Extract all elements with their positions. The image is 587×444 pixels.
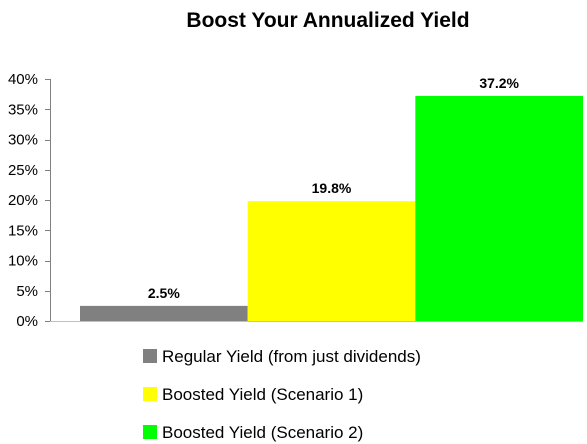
legend-swatch — [143, 349, 157, 363]
chart-title: Boost Your Annualized Yield — [186, 9, 469, 32]
y-tick-label: 15% — [8, 222, 38, 239]
y-tick-label: 0% — [16, 313, 38, 330]
legend-swatch — [143, 425, 157, 439]
y-tick-label: 40% — [8, 71, 38, 88]
bar — [415, 95, 583, 321]
data-labels: 2.5% 19.8% 37.2% — [148, 75, 520, 301]
data-label: 2.5% — [148, 285, 180, 301]
y-tick-label: 35% — [8, 101, 38, 118]
legend-label: Boosted Yield (Scenario 1) — [162, 385, 363, 404]
legend-label: Regular Yield (from just dividends) — [162, 347, 421, 366]
bar — [247, 201, 416, 321]
y-tick-label: 30% — [8, 132, 38, 149]
y-tick-label: 25% — [8, 162, 38, 179]
legend-label: Boosted Yield (Scenario 2) — [162, 423, 363, 442]
bars — [80, 95, 583, 321]
y-tick-label: 10% — [8, 253, 38, 270]
bar — [80, 305, 248, 321]
y-axis: 0% 5% 10% 15% 20% 25% 30% 35% 40% — [8, 71, 583, 330]
legend: Regular Yield (from just dividends) Boost… — [143, 347, 421, 442]
legend-swatch — [143, 387, 157, 401]
y-tick-label: 5% — [16, 283, 38, 300]
y-tick-label: 20% — [8, 192, 38, 209]
data-label: 37.2% — [479, 75, 519, 91]
data-label: 19.8% — [312, 180, 352, 196]
